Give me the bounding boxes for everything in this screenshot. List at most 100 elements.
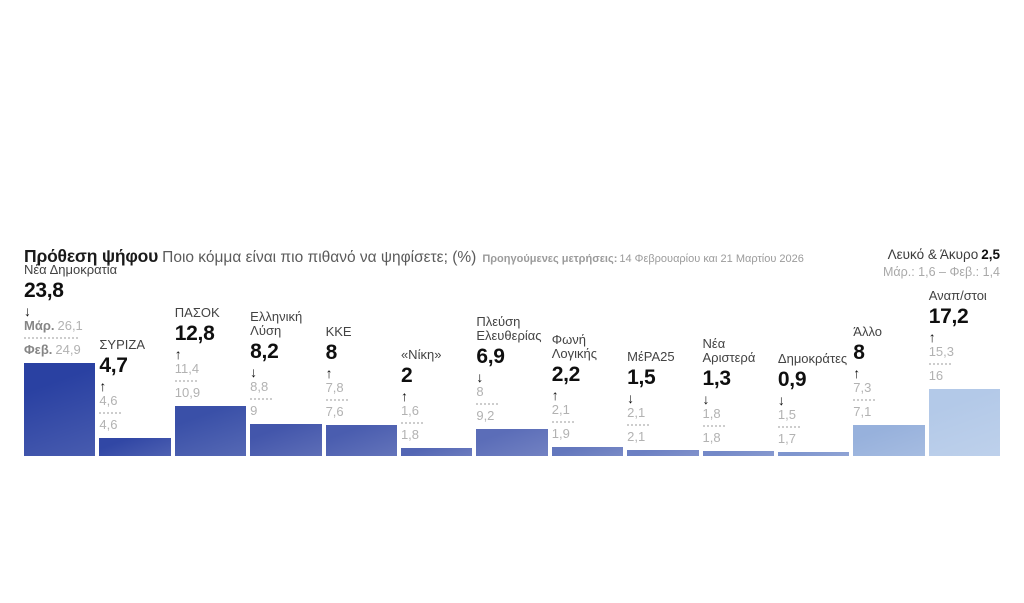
trend-arrow-up-icon: ↑ xyxy=(325,365,333,382)
party-labels: ΠΑΣΟΚ 12,8 ↑ 11,4 10,9 xyxy=(174,305,220,401)
party-bar-surface xyxy=(702,451,774,456)
blank-invalid-block: Λευκό & Άκυρο 2,5 Μάρ.: 1,6 – Φεβ.: 1,4 xyxy=(883,246,1000,281)
prev-march-line: 1,8 xyxy=(703,406,756,422)
party-bar-surface xyxy=(99,438,171,456)
prev-february-value: 7,6 xyxy=(325,404,344,420)
party-bar-surface xyxy=(174,406,247,456)
trend-arrow-down-icon: ↓ xyxy=(627,390,635,407)
party-value: 12,8 xyxy=(174,321,215,345)
party-labels: Ελληνική Λύση 8,2 ↓ 8,8 9 xyxy=(250,308,303,419)
prev-february-value: 10,9 xyxy=(174,385,201,401)
prev-february-value: 24,9 xyxy=(55,342,81,358)
party-name: «Νίκη» xyxy=(400,347,442,363)
trend-arrow-up-icon: ↑ xyxy=(551,387,559,404)
trend-arrow-up-icon: ↑ xyxy=(99,378,107,395)
prev-march-value: 2,1 xyxy=(627,405,646,421)
prev-march-line: 7,3 xyxy=(853,380,882,396)
party-bar xyxy=(400,448,473,456)
party-bar-surface xyxy=(777,452,850,456)
prev-march-value: 4,6 xyxy=(99,393,118,409)
prev-february-line: 7,6 xyxy=(325,404,352,420)
prev-february-line: 1,8 xyxy=(401,427,441,443)
prev-march-line: 4,6 xyxy=(99,393,145,409)
party-bar xyxy=(174,406,247,456)
blank-invalid-label: Λευκό & Άκυρο xyxy=(887,247,979,262)
party-bar xyxy=(250,424,322,456)
prev-february-line: 2,1 xyxy=(627,429,674,445)
prev-march-value: 8,8 xyxy=(250,379,269,395)
party-name: Νέα Δημοκρατία xyxy=(24,262,118,278)
party-bar-surface xyxy=(400,448,473,456)
party-name: Αναπ/στοι xyxy=(928,288,987,304)
party-group: Άλλο 8 ↑ 7,3 7,1 xyxy=(853,324,925,456)
party-labels: Φωνή Λογικής 2,2 ↑ 2,1 1,9 xyxy=(551,332,597,442)
party-bar-surface xyxy=(24,363,96,456)
party-name: ΚΚΕ xyxy=(325,324,352,340)
party-labels: ΚΚΕ 8 ↑ 7,8 7,6 xyxy=(325,324,352,420)
party-group: Νέα Δημοκρατία 23,8 ↓ Μάρ. 26,1 Φεβ. 24,9 xyxy=(24,263,117,456)
bar-chart: Νέα Δημοκρατία 23,8 ↓ Μάρ. 26,1 Φεβ. 24,9 … xyxy=(24,263,1001,456)
party-bar xyxy=(777,452,850,456)
chart-subtitle: Ποιο κόμμα είναι πιο πιθανό να ψηφίσετε;… xyxy=(162,249,477,266)
prev-march-value: 11,4 xyxy=(174,361,200,377)
prev-march-value: 15,3 xyxy=(928,344,954,360)
party-value: 1,5 xyxy=(627,365,656,389)
chart-header: Πρόθεση ψήφου Ποιο κόμμα είναι πιο πιθανό… xyxy=(24,246,1000,281)
party-labels: Αναπ/στοι 17,2 ↑ 15,3 16 xyxy=(928,288,987,384)
prev-march-line: 8 xyxy=(476,384,541,400)
party-value: 0,9 xyxy=(777,367,807,391)
party-name: Ελληνική Λύση xyxy=(250,308,303,339)
party-name: Νέα Αριστερά xyxy=(702,335,756,366)
party-group: Δημοκράτες 0,9 ↓ 1,5 1,7 xyxy=(777,352,850,456)
prev-february-value: 1,8 xyxy=(702,430,721,446)
prev-march-line: 15,3 xyxy=(928,344,987,360)
party-labels: Νέα Δημοκρατία 23,8 ↓ Μάρ. 26,1 Φεβ. 24,9 xyxy=(24,263,117,358)
blank-invalid-previous: Μάρ.: 1,6 – Φεβ.: 1,4 xyxy=(883,265,1000,280)
prev-separator xyxy=(627,424,650,427)
party-value: 2,2 xyxy=(551,362,581,386)
prev-february-line: 7,1 xyxy=(853,404,882,420)
prev-march-line: 2,1 xyxy=(552,402,597,418)
party-labels: Δημοκράτες 0,9 ↓ 1,5 1,7 xyxy=(777,352,847,447)
party-group: Πλεύση Ελευθερίας 6,9 ↓ 8 9,2 xyxy=(476,314,548,456)
prev-separator xyxy=(476,403,499,406)
prev-february-value: 9 xyxy=(250,403,258,419)
prev-february-line: 1,7 xyxy=(778,431,847,447)
prev-march-value: 26,1 xyxy=(57,318,83,334)
party-bar-surface xyxy=(476,429,548,456)
prev-separator xyxy=(174,380,197,383)
party-bar xyxy=(928,389,1001,456)
party-value: 4,7 xyxy=(99,353,128,377)
party-group: ΜέΡΑ25 1,5 ↓ 2,1 2,1 xyxy=(627,350,699,456)
trend-arrow-down-icon: ↓ xyxy=(250,364,258,381)
prev-february-line: 9,2 xyxy=(476,408,541,424)
party-name: ΠΑΣΟΚ xyxy=(174,305,220,321)
prev-separator xyxy=(99,412,122,415)
prev-march-value: 1,5 xyxy=(777,407,796,423)
party-value: 23,8 xyxy=(24,278,64,302)
party-bar xyxy=(627,450,699,456)
party-bar xyxy=(476,429,548,456)
party-bar-surface xyxy=(325,425,397,456)
prev-february-line: 1,8 xyxy=(702,430,756,446)
prev-march-line: 1,6 xyxy=(400,403,441,419)
party-group: Φωνή Λογικής 2,2 ↑ 2,1 1,9 xyxy=(551,332,624,456)
party-group: ΠΑΣΟΚ 12,8 ↑ 11,4 10,9 xyxy=(174,305,247,456)
party-value: 8,2 xyxy=(250,339,279,363)
prev-march-line: 1,5 xyxy=(777,407,847,423)
prev-march-value: 1,6 xyxy=(400,403,420,419)
party-bar-surface xyxy=(551,447,624,456)
prev-february-value: 2,1 xyxy=(627,429,646,445)
prev-february-label: Φεβ. xyxy=(24,342,53,358)
party-labels: «Νίκη» 2 ↑ 1,6 1,8 xyxy=(400,347,442,443)
party-value: 8 xyxy=(853,340,865,364)
prev-march-value: 8 xyxy=(476,384,484,400)
party-value: 2 xyxy=(400,363,413,387)
party-group: Νέα Αριστερά 1,3 ↓ 1,8 1,8 xyxy=(702,335,774,456)
prev-separator xyxy=(325,399,348,402)
trend-arrow-up-icon: ↑ xyxy=(853,365,861,382)
prev-separator xyxy=(250,398,273,401)
trend-arrow-up-icon: ↑ xyxy=(400,388,408,405)
party-name: Άλλο xyxy=(853,324,883,340)
